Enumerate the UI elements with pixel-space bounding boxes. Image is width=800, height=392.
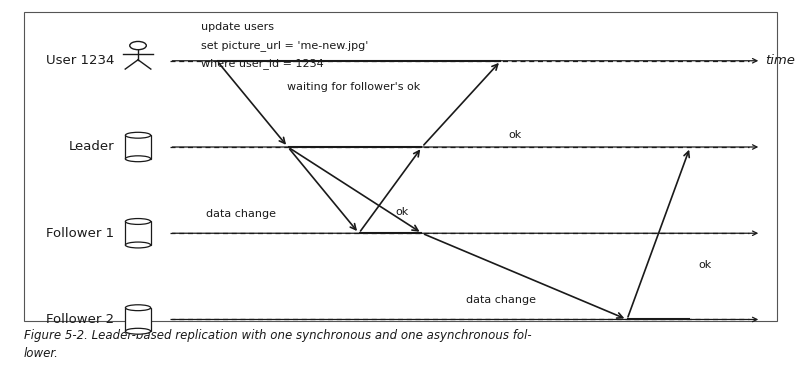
- Text: time: time: [765, 54, 795, 67]
- Bar: [126, 308, 150, 331]
- Ellipse shape: [126, 305, 150, 310]
- Bar: [126, 221, 150, 245]
- Text: Follower 1: Follower 1: [46, 227, 114, 240]
- Text: Figure 5-2. Leader-based replication with one synchronous and one asynchronous f: Figure 5-2. Leader-based replication wit…: [24, 329, 531, 342]
- Text: waiting for follower's ok: waiting for follower's ok: [286, 82, 420, 92]
- Text: where user_id = 1234: where user_id = 1234: [201, 58, 324, 69]
- Ellipse shape: [126, 132, 150, 138]
- Text: lower.: lower.: [24, 347, 58, 360]
- Text: set picture_url = 'me-new.jpg': set picture_url = 'me-new.jpg': [201, 40, 369, 51]
- Bar: [126, 135, 150, 159]
- Ellipse shape: [126, 219, 150, 224]
- Text: ok: ok: [698, 260, 711, 270]
- Ellipse shape: [126, 328, 150, 334]
- Text: update users: update users: [201, 22, 274, 32]
- Text: Leader: Leader: [69, 140, 114, 154]
- Text: Follower 2: Follower 2: [46, 313, 114, 326]
- Text: ok: ok: [396, 207, 409, 217]
- Text: data change: data change: [466, 295, 536, 305]
- Ellipse shape: [126, 156, 150, 162]
- Text: ok: ok: [509, 130, 522, 140]
- Text: data change: data change: [206, 209, 275, 219]
- Ellipse shape: [126, 242, 150, 248]
- Text: User 1234: User 1234: [46, 54, 114, 67]
- Bar: [24, 12, 777, 321]
